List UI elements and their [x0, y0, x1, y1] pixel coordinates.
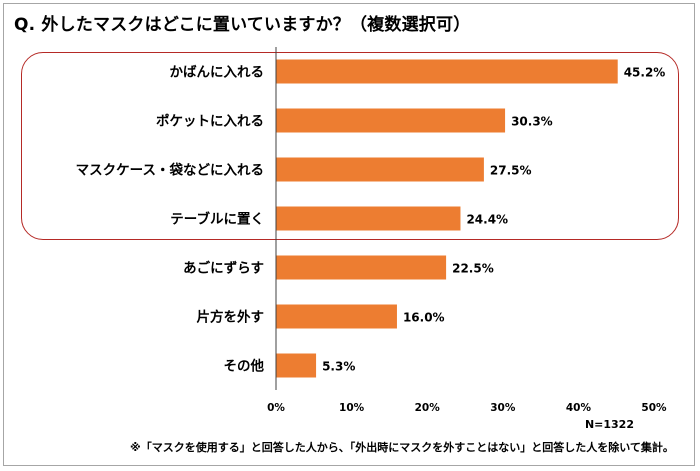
- x-tick-label: 20%: [415, 402, 441, 414]
- sample-size-label: N=1322: [584, 418, 634, 431]
- category-label: マスクケース・袋などに入れる: [76, 162, 264, 179]
- x-tick-label: 40%: [566, 402, 592, 414]
- bar-4: [276, 206, 461, 231]
- x-tick-label: 30%: [490, 402, 516, 414]
- category-label: その他: [224, 358, 265, 375]
- bar-5: [276, 255, 447, 280]
- footnote: ※「マスクを使用する」と回答した人から、「外出時にマスクを外すことはない」と回答…: [130, 441, 674, 454]
- category-label: あごにずらす: [183, 260, 264, 277]
- bar-6: [276, 304, 397, 329]
- category-label: かばんに入れる: [170, 65, 265, 81]
- value-label: 45.2%: [624, 66, 666, 80]
- bar-7: [276, 353, 317, 378]
- value-label: 24.4%: [466, 213, 508, 227]
- highlight-box: [21, 52, 679, 240]
- bar-1: [276, 59, 618, 84]
- value-label: 5.3%: [322, 360, 355, 374]
- x-tick-label: 0%: [267, 402, 285, 414]
- chart-frame: [3, 3, 695, 466]
- category-label: 片方を外す: [197, 309, 265, 326]
- value-label: 22.5%: [452, 262, 494, 276]
- bar-2: [276, 108, 506, 133]
- chart-title: Q. 外したマスクはどこに置いていますか？（複数選択可）: [14, 15, 471, 35]
- x-tick-label: 50%: [641, 402, 667, 414]
- x-tick-label: 10%: [339, 402, 365, 414]
- value-label: 30.3%: [511, 115, 553, 129]
- value-label: 27.5%: [490, 164, 532, 178]
- value-label: 16.0%: [403, 311, 445, 325]
- category-label: ポケットに入れる: [156, 113, 264, 130]
- category-label: テーブルに置く: [170, 211, 264, 228]
- bar-3: [276, 157, 484, 182]
